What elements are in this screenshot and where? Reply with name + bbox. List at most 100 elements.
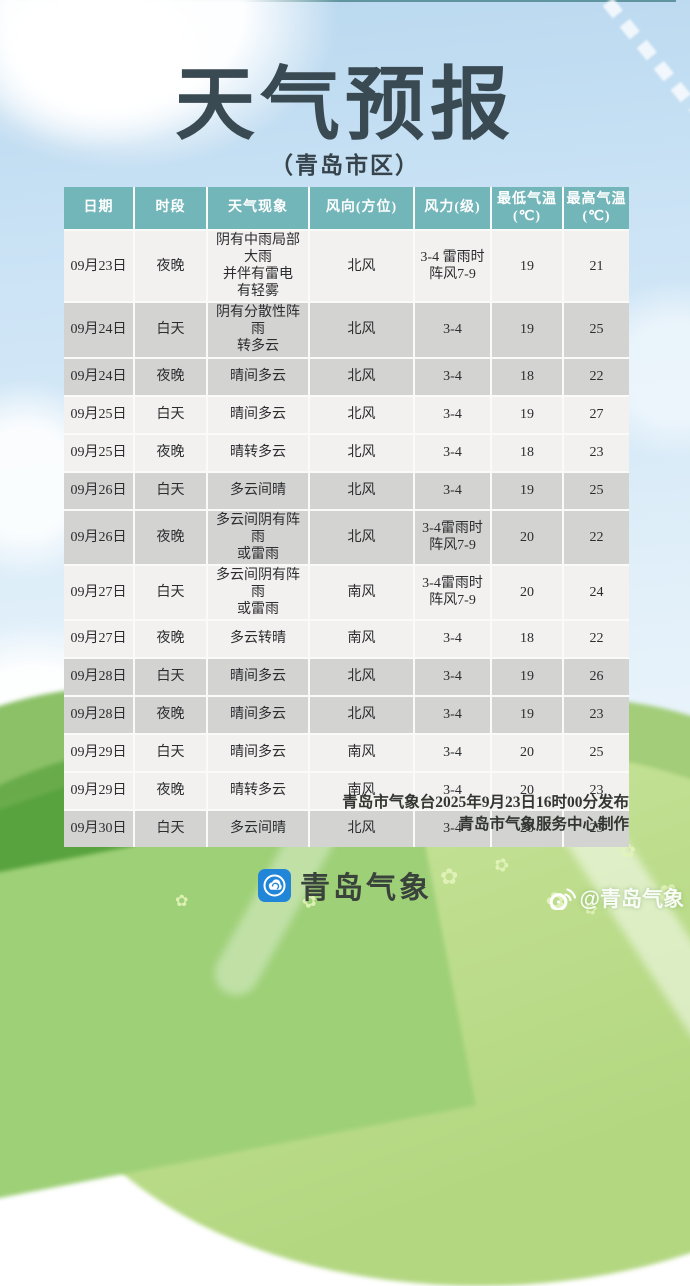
- cell-period: 白天: [133, 563, 208, 622]
- cell-temp_low: 18: [490, 619, 564, 660]
- cell-temp_high: 22: [562, 619, 630, 660]
- cell-wind_dir: 北风: [308, 301, 415, 359]
- cell-period: 白天: [133, 301, 208, 359]
- cell-temp_high: 25: [562, 301, 630, 359]
- table-row: 09月27日 白天 多云间阴有阵雨 或雷雨 南风 3-4雷雨时 阵风7-9 20 24: [63, 563, 630, 622]
- table-row: 09月25日 白天 晴间多云 北风 3-4 19 27: [63, 394, 630, 435]
- cell-weather: 多云转晴: [206, 619, 310, 660]
- cell-wind_dir: 北风: [308, 394, 415, 435]
- table-row: 09月24日 白天 阴有分散性阵雨 转多云 北风 3-4 19 25: [63, 301, 630, 359]
- cell-wind_dir: 南风: [308, 563, 415, 622]
- table-row: 09月24日 夜晚 晴间多云 北风 3-4 18 22: [63, 356, 630, 397]
- cell-temp_high: 24: [562, 563, 630, 622]
- cell-temp_low: 20: [490, 508, 564, 566]
- agency-logo: 青岛气象: [0, 863, 690, 907]
- issued-line: 青岛市气象台2025年9月23日16时00分发布: [342, 794, 629, 811]
- column-header: 时段: [133, 186, 208, 231]
- forecast-table-body: 09月23日 夜晚 阴有中雨局部大雨 并伴有雷电 有轻雾 北风 3-4 雷雨时 阵风7-…: [63, 228, 630, 849]
- cell-weather: 晴转多云: [206, 771, 310, 812]
- cell-wind_force: 3-4: [413, 657, 492, 698]
- cell-weather: 阴有中雨局部大雨 并伴有雷电 有轻雾: [206, 228, 310, 304]
- forecast-table: 日期 时段 天气现象 风向(方位) 风力(级) 最低气温 (℃) 最高气温 (℃) 09月2…: [63, 186, 630, 849]
- cell-temp_low: 19: [490, 228, 564, 304]
- cell-wind_force: 3-4: [413, 695, 492, 736]
- cell-temp_low: 18: [490, 432, 564, 473]
- cell-temp_high: 25: [562, 733, 630, 774]
- cell-wind_dir: 北风: [308, 657, 415, 698]
- poster-content: 天气预报 （青岛市区） 日期 时段 天气现象 风向(方位) 风力(级) 最低气温 (℃) 最…: [0, 60, 690, 911]
- cell-date: 09月24日: [63, 301, 135, 359]
- cell-temp_low: 19: [490, 394, 564, 435]
- cell-wind_force: 3-4 雷雨时 阵风7-9: [413, 228, 492, 304]
- cell-date: 09月25日: [63, 432, 135, 473]
- cell-temp_low: 20: [490, 733, 564, 774]
- table-row: 09月28日 白天 晴间多云 北风 3-4 19 26: [63, 657, 630, 698]
- cell-wind_force: 3-4: [413, 356, 492, 397]
- cell-wind_dir: 北风: [308, 809, 415, 849]
- cell-wind_dir: 北风: [308, 470, 415, 511]
- cell-temp_high: 23: [562, 432, 630, 473]
- cell-temp_high: 25: [562, 809, 630, 849]
- cell-temp_high: 23: [562, 771, 630, 812]
- cell-wind_dir: 南风: [308, 771, 415, 812]
- cell-date: 09月27日: [63, 619, 135, 660]
- cell-date: 09月24日: [63, 356, 135, 397]
- cell-date: 09月29日: [63, 771, 135, 812]
- cell-wind_force: 3-4: [413, 432, 492, 473]
- cell-weather: 晴转多云: [206, 432, 310, 473]
- cell-wind_dir: 北风: [308, 432, 415, 473]
- cell-temp_high: 27: [562, 394, 630, 435]
- cell-temp_high: 22: [562, 508, 630, 566]
- cell-wind_force: 3-4: [413, 301, 492, 359]
- page-title: 天气预报: [175, 60, 515, 149]
- cell-period: 夜晚: [133, 356, 208, 397]
- cell-date: 09月28日: [63, 695, 135, 736]
- top-edge-line: [18, 0, 676, 2]
- cell-wind_force: 3-4: [413, 809, 492, 849]
- cell-weather: 晴间多云: [206, 695, 310, 736]
- column-header: 最高气温 (℃): [562, 186, 630, 231]
- table-row: 09月28日 夜晚 晴间多云 北风 3-4 19 23: [63, 695, 630, 736]
- table-row: 09月27日 夜晚 多云转晴 南风 3-4 18 22: [63, 619, 630, 660]
- cell-wind_force: 3-4: [413, 771, 492, 812]
- cell-wind_dir: 北风: [308, 508, 415, 566]
- page-subtitle: （青岛市区）: [270, 152, 420, 178]
- cell-date: 09月27日: [63, 563, 135, 622]
- qingdao-meteo-logo-icon: [258, 868, 291, 902]
- cell-temp_low: 18: [490, 356, 564, 397]
- cell-period: 夜晚: [133, 619, 208, 660]
- cell-wind_dir: 南风: [308, 733, 415, 774]
- forecast-table-head-row: 日期 时段 天气现象 风向(方位) 风力(级) 最低气温 (℃) 最高气温 (℃): [63, 186, 630, 231]
- cell-wind_dir: 南风: [308, 619, 415, 660]
- cell-wind_force: 3-4: [413, 394, 492, 435]
- table-row: 09月23日 夜晚 阴有中雨局部大雨 并伴有雷电 有轻雾 北风 3-4 雷雨时 阵风7-…: [63, 228, 630, 304]
- cell-temp_low: 19: [490, 470, 564, 511]
- column-header: 最低气温 (℃): [490, 186, 564, 231]
- cell-wind_dir: 北风: [308, 695, 415, 736]
- table-row: 09月30日 白天 多云间晴 北风 3-4 20 25: [63, 809, 630, 849]
- cell-weather: 阴有分散性阵雨 转多云: [206, 301, 310, 359]
- cell-date: 09月25日: [63, 394, 135, 435]
- cell-temp_low: 19: [490, 301, 564, 359]
- cell-temp_low: 20: [490, 563, 564, 622]
- cell-wind_force: 3-4: [413, 470, 492, 511]
- cell-weather: 晴间多云: [206, 394, 310, 435]
- produced-line: 青岛市气象服务中心制作: [458, 816, 629, 833]
- cell-period: 夜晚: [133, 695, 208, 736]
- cell-period: 白天: [133, 657, 208, 698]
- cell-weather: 晴间多云: [206, 733, 310, 774]
- cell-weather: 多云间阴有阵雨 或雷雨: [206, 508, 310, 566]
- cell-temp_low: 19: [490, 695, 564, 736]
- table-row: 09月25日 夜晚 晴转多云 北风 3-4 18 23: [63, 432, 630, 473]
- cell-temp_high: 26: [562, 657, 630, 698]
- cell-temp_high: 23: [562, 695, 630, 736]
- cell-wind_force: 3-4: [413, 619, 492, 660]
- table-row: 09月26日 白天 多云间晴 北风 3-4 19 25: [63, 470, 630, 511]
- cell-temp_high: 21: [562, 228, 630, 304]
- weibo-icon: [549, 887, 576, 910]
- cell-date: 09月28日: [63, 657, 135, 698]
- cell-date: 09月26日: [63, 508, 135, 566]
- cell-date: 09月30日: [63, 809, 135, 849]
- cell-period: 夜晚: [133, 432, 208, 473]
- cell-weather: 多云间晴: [206, 470, 310, 511]
